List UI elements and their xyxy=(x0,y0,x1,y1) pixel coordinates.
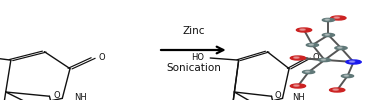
Circle shape xyxy=(306,43,319,47)
Circle shape xyxy=(296,28,312,32)
Circle shape xyxy=(335,46,347,50)
Text: O: O xyxy=(98,54,105,62)
Circle shape xyxy=(331,16,346,20)
Circle shape xyxy=(322,18,335,22)
Circle shape xyxy=(346,60,361,64)
Circle shape xyxy=(309,44,313,45)
Circle shape xyxy=(338,47,342,48)
Circle shape xyxy=(325,34,329,35)
Circle shape xyxy=(290,56,306,60)
Circle shape xyxy=(300,29,305,30)
Circle shape xyxy=(319,58,331,62)
Circle shape xyxy=(325,19,329,20)
Circle shape xyxy=(322,33,335,37)
Circle shape xyxy=(344,75,348,76)
Circle shape xyxy=(290,84,306,88)
Circle shape xyxy=(321,59,325,60)
Circle shape xyxy=(303,70,315,74)
Text: O: O xyxy=(275,91,281,100)
Circle shape xyxy=(334,17,339,18)
Text: NH: NH xyxy=(292,93,305,100)
Circle shape xyxy=(330,88,345,92)
Text: Sonication: Sonication xyxy=(166,63,221,73)
Text: NH: NH xyxy=(74,93,86,100)
Text: O: O xyxy=(312,54,319,62)
Circle shape xyxy=(305,71,309,72)
Circle shape xyxy=(349,61,355,62)
Text: Zinc: Zinc xyxy=(182,26,205,36)
Circle shape xyxy=(341,74,354,78)
Circle shape xyxy=(294,85,299,86)
Circle shape xyxy=(294,57,299,58)
Circle shape xyxy=(333,89,338,90)
Text: O: O xyxy=(53,91,60,100)
Text: HO: HO xyxy=(192,53,205,62)
